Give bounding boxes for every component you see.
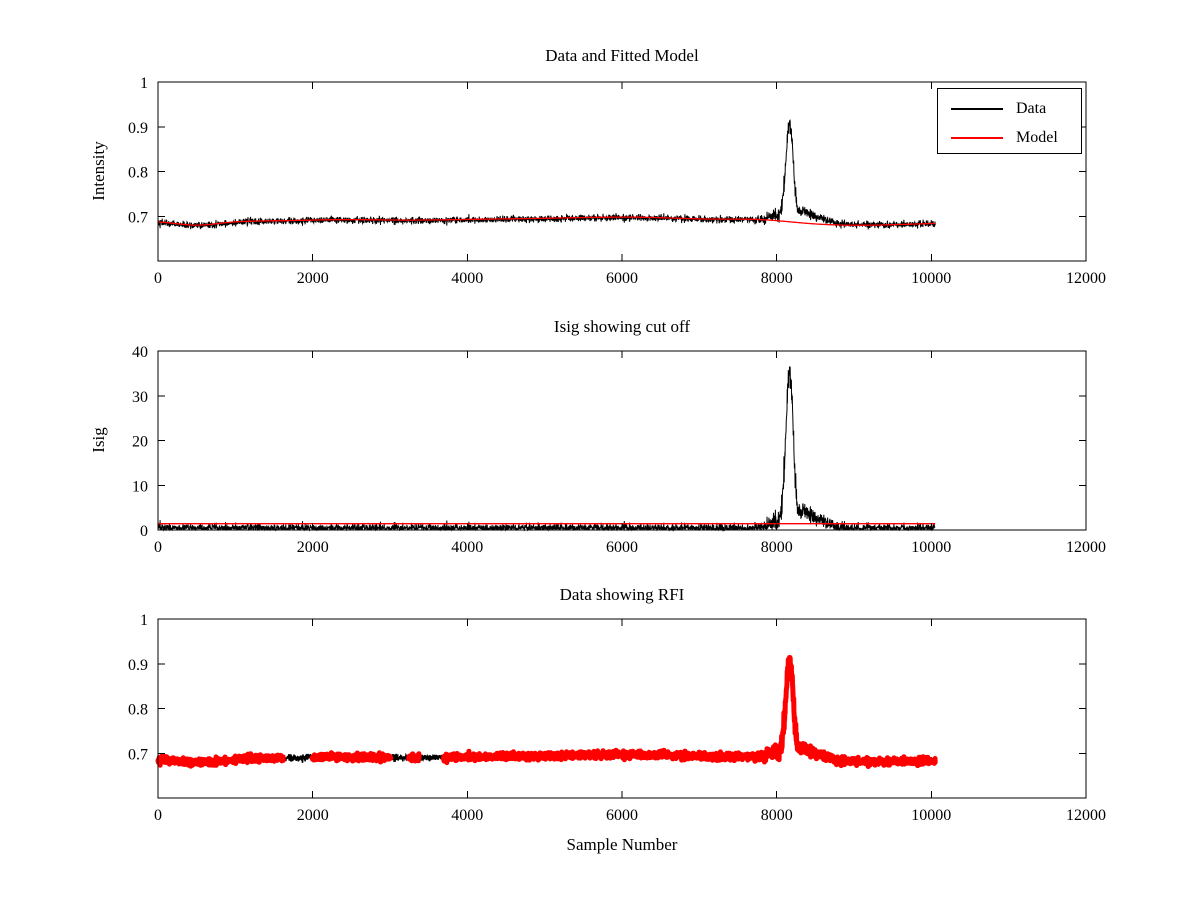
x-tick-label: 10000 [911,539,951,556]
x-tick-label: 0 [154,539,162,556]
y-tick-label: 0.9 [128,657,148,674]
isig-series-line [157,366,936,532]
model-series-line [158,216,936,226]
legend-entry-model: Model [938,123,1081,152]
y-tick-label: 30 [132,389,148,406]
subplot-1: 0 2000 4000 6000 8000 10000 12000 0.7 0.8 0.9 1 [128,75,1106,287]
y-tick-label: 1 [140,612,148,629]
x-tick-label: 2000 [297,807,329,824]
x-tick-label: 8000 [761,270,793,287]
subplot-3-ticks: 0 2000 4000 6000 8000 10000 12000 0.7 0.8 0.9 1 [128,612,1106,824]
legend-box: Data Model [937,88,1082,154]
x-tick-label: 8000 [761,807,793,824]
y-tick-label: 0 [140,523,148,540]
legend-label-data: Data [1016,99,1047,117]
subplot3-x-axis-label: Sample Number [566,835,678,854]
axes-box [157,350,1087,531]
x-tick-label: 12000 [1066,270,1106,287]
x-tick-label: 2000 [297,539,329,556]
subplot1-y-axis-label: Intensity [89,141,108,201]
subplot-2: 0 2000 4000 6000 8000 10000 12000 0 10 20 30 40 [132,344,1106,556]
rfi-red-overlay [155,655,938,769]
legend-entry-data: Data [938,94,1081,123]
x-tick-label: 10000 [911,270,951,287]
data-series-line [157,118,936,230]
y-tick-label: 20 [132,434,148,451]
x-tick-label: 12000 [1066,539,1106,556]
x-tick-label: 6000 [606,807,638,824]
data-line-sample-icon [951,107,1003,110]
y-tick-label: 0.8 [128,165,148,182]
y-tick-label: 40 [132,344,148,361]
x-tick-label: 4000 [451,539,483,556]
subplot-2-series [157,366,936,532]
subplot-1-series [157,118,936,230]
x-tick-label: 4000 [451,807,483,824]
subplot1-title: Data and Fitted Model [545,46,699,65]
x-tick-label: 6000 [606,539,638,556]
subplot-1-ticks: 0 2000 4000 6000 8000 10000 12000 0.7 0.8 0.9 1 [128,75,1106,287]
axes-box [157,618,1087,799]
x-tick-label: 10000 [911,807,951,824]
subplot2-y-axis-label: Isig [89,427,108,453]
subplot3-title: Data showing RFI [559,585,685,604]
x-tick-label: 2000 [297,270,329,287]
y-tick-label: 0.8 [128,702,148,719]
subplot-2-ticks: 0 2000 4000 6000 8000 10000 12000 0 10 20 30 40 [132,344,1106,556]
legend-label-model: Model [1016,128,1058,146]
y-tick-label: 0.9 [128,120,148,137]
y-tick-label: 0.7 [128,209,148,226]
y-tick-label: 0.7 [128,746,148,763]
x-tick-label: 0 [154,807,162,824]
subplot-3: 0 2000 4000 6000 8000 10000 12000 0.7 0.8 0.9 1 [128,612,1106,824]
x-tick-label: 12000 [1066,807,1106,824]
x-tick-label: 6000 [606,270,638,287]
y-tick-label: 10 [132,478,148,495]
model-line-sample-icon [951,136,1003,139]
x-tick-label: 0 [154,270,162,287]
x-tick-label: 8000 [761,539,793,556]
subplot2-title: Isig showing cut off [553,317,691,336]
y-tick-label: 1 [140,75,148,92]
x-tick-label: 4000 [451,270,483,287]
subplot-3-series [155,655,938,769]
